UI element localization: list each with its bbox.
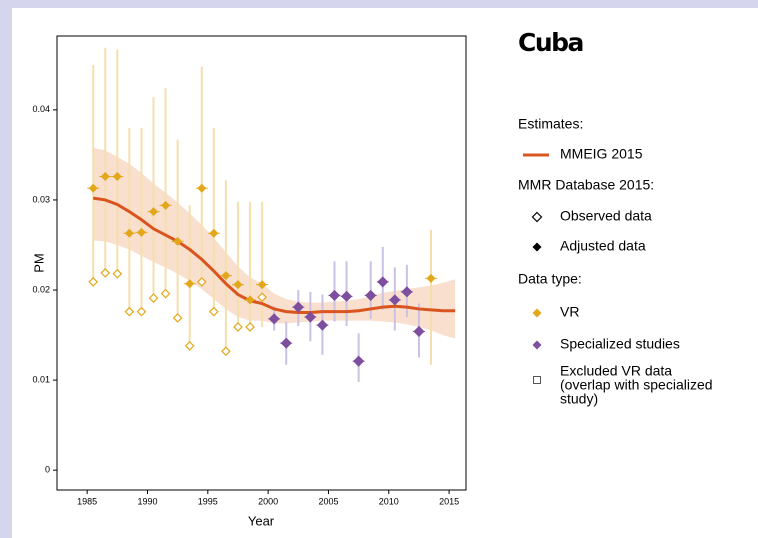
observed-point bbox=[245, 322, 255, 332]
adjusted-point bbox=[124, 228, 134, 238]
legend-label: VR bbox=[560, 304, 579, 320]
specialized-point bbox=[377, 276, 389, 288]
panel bbox=[12, 8, 758, 538]
specialized-point bbox=[304, 311, 316, 323]
legend-marker bbox=[531, 211, 543, 223]
adjusted-point bbox=[136, 227, 146, 237]
specialized-point bbox=[316, 319, 328, 331]
x-tick-label: 1990 bbox=[137, 496, 157, 506]
y-tick-label: 0.03 bbox=[32, 194, 50, 204]
specialized-point bbox=[353, 355, 365, 367]
specialized-point bbox=[389, 294, 401, 306]
x-tick-label: 1995 bbox=[198, 496, 218, 506]
specialized-point bbox=[401, 286, 413, 298]
legend-title: MMR Database 2015: bbox=[518, 177, 654, 193]
x-tick-label: 2015 bbox=[439, 496, 459, 506]
observed-point bbox=[112, 268, 123, 279]
plot-frame bbox=[56, 35, 467, 491]
observed-point bbox=[184, 341, 195, 351]
x-axis-title: Year bbox=[248, 513, 275, 528]
estimate-line bbox=[92, 196, 456, 315]
y-tick-label: 0.02 bbox=[32, 284, 50, 294]
adjusted-point bbox=[221, 271, 231, 281]
legend-label: study) bbox=[560, 391, 598, 407]
observed-point bbox=[88, 277, 99, 287]
legend-label: Excluded VR data bbox=[560, 363, 672, 379]
observed-point bbox=[196, 277, 207, 287]
adjusted-point bbox=[88, 183, 98, 193]
specialized-point bbox=[268, 313, 280, 325]
adjusted-point bbox=[245, 295, 255, 305]
adjusted-point bbox=[257, 280, 267, 290]
legend-title: Data type: bbox=[518, 271, 582, 287]
specialized-point bbox=[328, 289, 341, 301]
observed-point bbox=[124, 306, 135, 317]
y-tick-label: 0 bbox=[45, 465, 50, 475]
legend-label: MMEIG 2015 bbox=[560, 146, 643, 162]
y-tick-label: 0.04 bbox=[32, 104, 50, 114]
adjusted-point bbox=[161, 200, 171, 210]
legend-marker bbox=[533, 376, 541, 384]
adjusted-point bbox=[112, 172, 122, 182]
specialized-point bbox=[365, 289, 377, 301]
legend-label: Specialized studies bbox=[560, 336, 680, 352]
observed-point bbox=[160, 288, 171, 299]
legend-label: Observed data bbox=[560, 208, 652, 224]
x-tick-label: 2010 bbox=[379, 496, 399, 506]
legend-title: Estimates: bbox=[518, 116, 583, 132]
adjusted-point bbox=[185, 279, 195, 289]
y-tick-label: 0.01 bbox=[32, 374, 50, 384]
legend-label: Adjusted data bbox=[560, 238, 646, 254]
x-tick-label: 1985 bbox=[77, 496, 97, 506]
x-tick-label: 2000 bbox=[258, 496, 278, 506]
adjusted-point bbox=[197, 183, 207, 193]
adjusted-point bbox=[426, 273, 436, 283]
observed-point bbox=[136, 306, 147, 317]
adjusted-point bbox=[233, 280, 243, 290]
adjusted-point bbox=[100, 172, 110, 182]
observed-point bbox=[208, 306, 219, 317]
observed-point bbox=[148, 293, 159, 303]
chart-title: Cuba bbox=[518, 28, 583, 57]
legend-marker bbox=[532, 308, 542, 318]
adjusted-point bbox=[209, 228, 219, 238]
specialized-point bbox=[340, 290, 353, 302]
observed-point bbox=[233, 322, 243, 332]
observed-point bbox=[100, 268, 111, 278]
adjusted-point bbox=[149, 207, 159, 217]
legend-label: (overlap with specialized bbox=[560, 377, 713, 393]
specialized-point bbox=[413, 325, 425, 338]
adjusted-point bbox=[173, 236, 183, 246]
legend-marker bbox=[532, 242, 542, 252]
observed-point bbox=[257, 292, 267, 303]
legend-marker bbox=[532, 340, 542, 350]
observed-point bbox=[172, 313, 183, 323]
x-tick-label: 2005 bbox=[318, 496, 338, 506]
specialized-point bbox=[280, 337, 292, 349]
specialized-point bbox=[292, 301, 304, 313]
y-axis-title: PM bbox=[31, 253, 46, 273]
observed-point bbox=[221, 346, 231, 357]
